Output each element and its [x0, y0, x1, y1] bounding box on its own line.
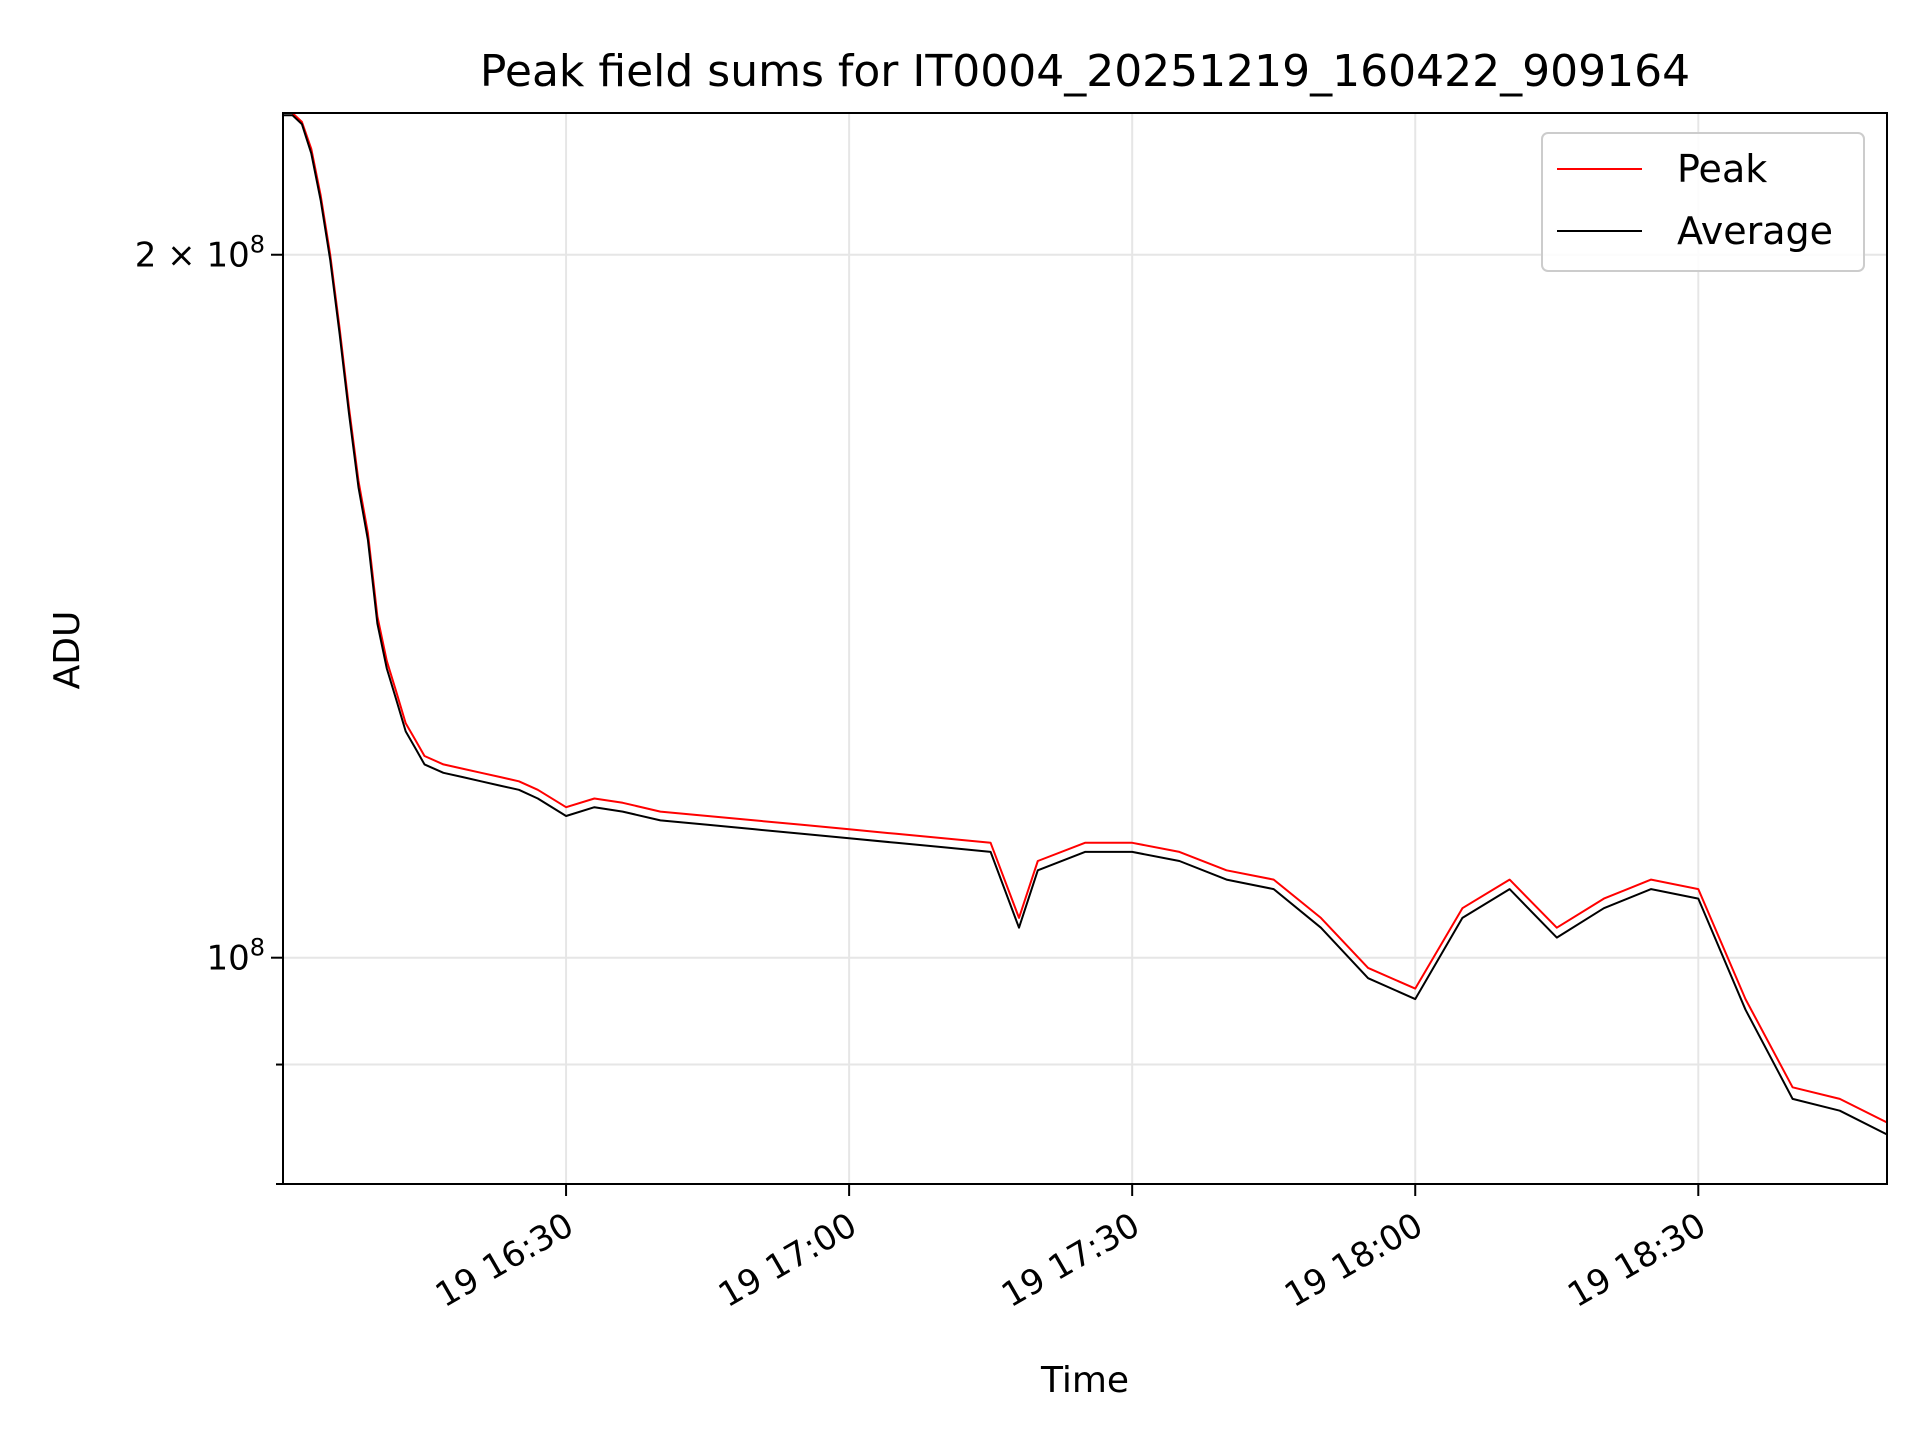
x-tick-label: 19 16:30 — [429, 1205, 581, 1316]
legend-box — [1541, 132, 1865, 272]
legend: Peak Average — [1541, 132, 1865, 272]
plot-frame — [282, 112, 1888, 1185]
x-tick-label: 19 18:30 — [1561, 1205, 1713, 1316]
y-tick-base: 10 — [206, 939, 249, 979]
y-tick-exponent: 8 — [250, 934, 265, 962]
series-line-average — [283, 114, 1887, 1136]
x-tick-label: 19 17:30 — [995, 1205, 1147, 1316]
y-tick-mantissa: 2 × — [135, 236, 207, 276]
y-axis-label: ADU — [47, 611, 88, 690]
grid-layer — [283, 113, 1887, 1185]
x-axis-label: Time — [1040, 1360, 1129, 1401]
y-tick-label: 108 — [206, 934, 265, 979]
chart-title: Peak field sums for IT0004_20251219_1604… — [480, 46, 1690, 97]
y-tick-exponent: 8 — [250, 231, 265, 259]
legend-peak-label: Peak — [1677, 147, 1767, 191]
tick-layer: 19 16:30 19 17:00 19 17:30 19 18:00 19 18:30… — [135, 231, 1713, 1316]
x-tick-label: 19 18:00 — [1278, 1205, 1430, 1316]
y-tick-base: 10 — [206, 236, 249, 276]
legend-average-label: Average — [1677, 209, 1833, 253]
series-layer — [283, 113, 1887, 1136]
y-tick-label: 2 × 108 — [135, 231, 265, 276]
series-line-peak — [283, 113, 1887, 1124]
x-tick-label: 19 17:00 — [712, 1205, 864, 1316]
